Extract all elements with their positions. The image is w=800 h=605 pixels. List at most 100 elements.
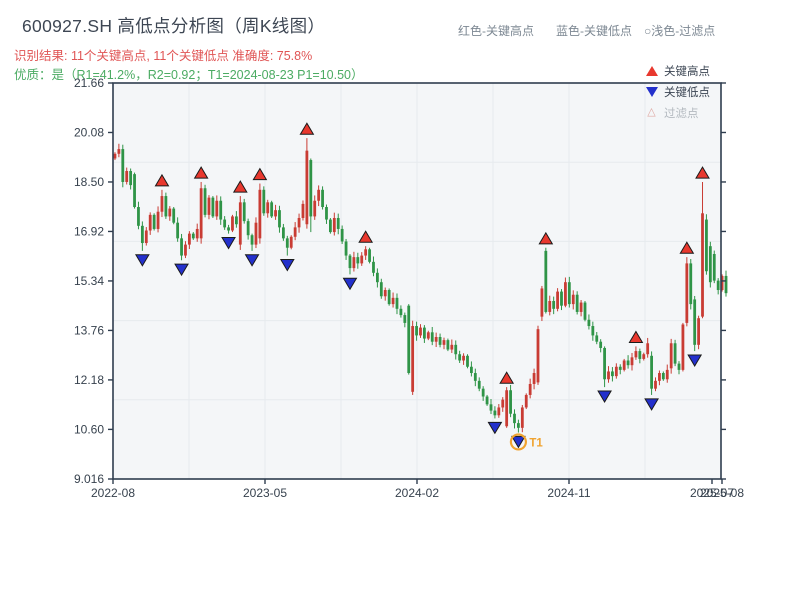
key-low-marker	[174, 263, 189, 277]
legend-item-key-low[interactable]: 关键低点	[644, 81, 710, 102]
candle	[712, 254, 716, 281]
candle	[258, 189, 262, 239]
note-key-low: 蓝色-关键低点	[556, 24, 632, 38]
candle	[164, 196, 168, 217]
candle	[285, 238, 289, 248]
candle	[532, 373, 536, 384]
legend-item-key-high[interactable]: 关键高点	[644, 60, 710, 81]
color-legend-note: 红色-关键高点 蓝色-关键低点 ○浅色-过滤点	[458, 22, 750, 39]
candle	[160, 196, 164, 212]
candle	[332, 217, 336, 233]
candle	[207, 197, 211, 215]
candle	[658, 373, 661, 381]
candle	[454, 344, 458, 355]
candle	[403, 315, 407, 323]
candle	[191, 233, 195, 239]
key-high-marker	[193, 166, 209, 179]
candle	[250, 235, 254, 245]
legend-item-filtered[interactable]: △ 过滤点	[644, 102, 710, 123]
candle	[266, 202, 270, 214]
candle	[579, 302, 583, 312]
candle	[497, 407, 501, 416]
y-tick-label: 10.60	[74, 422, 104, 436]
candle	[434, 336, 438, 342]
candle	[274, 210, 277, 217]
candle	[344, 241, 348, 256]
x-tick-label: 2025-08	[700, 486, 744, 500]
candle	[238, 202, 242, 245]
y-tick-label: 16.92	[74, 224, 104, 238]
candle	[552, 300, 556, 309]
candle	[297, 217, 301, 228]
y-tick-label: 18.50	[74, 175, 104, 189]
key-high-triangle-icon	[644, 65, 659, 76]
candle	[544, 250, 548, 312]
candle	[336, 217, 340, 229]
y-tick-label: 20.08	[74, 125, 104, 139]
candle	[614, 366, 618, 377]
candle	[708, 246, 712, 283]
candle	[391, 297, 395, 305]
candle	[180, 238, 183, 256]
key-low-triangle-icon	[644, 86, 659, 97]
key-high-marker	[499, 371, 515, 384]
candle	[195, 228, 199, 239]
candle	[607, 371, 610, 380]
candle	[720, 275, 724, 291]
candle	[148, 214, 152, 231]
candle	[473, 373, 477, 381]
candle	[489, 404, 493, 411]
candle	[591, 326, 595, 336]
key-low-marker	[279, 258, 295, 272]
candle	[701, 213, 704, 317]
candle	[426, 332, 430, 339]
key-low-marker	[511, 435, 526, 449]
recognition-result-text: 识别结果: 11个关键高点, 11个关键低点 准确度: 75.8%	[14, 49, 313, 63]
candle	[630, 357, 634, 366]
candle	[485, 396, 489, 405]
candle	[524, 394, 528, 408]
candle	[564, 282, 567, 306]
candle	[618, 366, 622, 370]
candle	[419, 327, 422, 336]
key-high-marker	[232, 180, 248, 193]
legend-label: 过滤点	[664, 107, 699, 120]
key-high-marker	[252, 167, 268, 181]
candle	[513, 413, 516, 424]
y-tick-label: 13.76	[74, 323, 104, 337]
t1-circle-annotation	[509, 433, 528, 451]
candle	[481, 388, 485, 397]
y-tick-label: 21.66	[74, 76, 104, 90]
candle	[466, 355, 469, 367]
candle	[724, 275, 728, 294]
candle	[281, 227, 285, 239]
candle	[360, 255, 364, 264]
candle	[556, 291, 559, 309]
candle	[697, 318, 700, 345]
candle	[681, 324, 685, 370]
candle	[705, 219, 708, 272]
candle	[583, 302, 587, 320]
key-low-marker	[687, 354, 703, 367]
candle	[325, 207, 328, 220]
candle	[395, 297, 399, 309]
key-high-marker	[695, 166, 710, 179]
candle	[129, 171, 133, 186]
key-low-marker	[644, 398, 659, 411]
candle	[603, 347, 606, 380]
candle	[626, 360, 630, 366]
candle	[372, 261, 375, 273]
t1-label: T1	[529, 437, 543, 449]
key-high-marker	[679, 241, 695, 254]
candle	[438, 336, 442, 345]
candle	[501, 399, 505, 408]
key-high-marker	[299, 122, 315, 135]
candle	[665, 369, 669, 380]
candle	[669, 343, 673, 369]
y-tick-label: 15.34	[74, 274, 104, 288]
candle	[470, 366, 473, 374]
x-tick-label: 2023-05	[243, 486, 287, 500]
candle	[685, 263, 689, 323]
candle	[368, 249, 371, 262]
